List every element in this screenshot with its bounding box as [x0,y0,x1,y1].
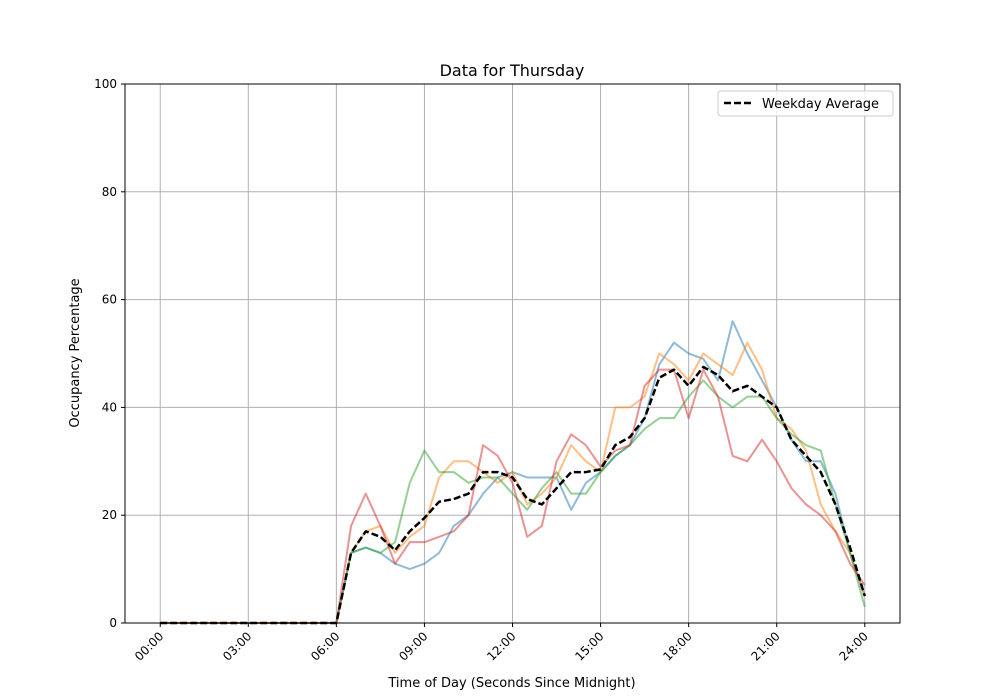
x-tick-label: 06:00 [308,629,342,663]
x-tick-label: 24:00 [837,629,871,663]
y-tick-label: 40 [102,400,117,414]
legend-label-weekday-average: Weekday Average [762,97,879,112]
series-line-4 [160,368,866,624]
x-tick-label: 00:00 [132,629,166,663]
y-tick-label: 20 [102,508,117,522]
x-tick-label: 12:00 [484,629,518,663]
grid [125,83,900,624]
x-tick-label: 09:00 [396,629,430,663]
y-axis-label: Occupancy Percentage [68,278,83,427]
x-axis-label: Time of Day (Seconds Since Midnight) [387,676,635,691]
y-tick-label: 80 [102,185,117,199]
x-tick-label: 21:00 [748,629,782,663]
axis-ticks: 00:00 03:00 06:00 09:00 12:00 15:00 18:00 21:00… [94,77,871,664]
series-line-1 [160,320,866,624]
series-lines [160,320,866,625]
x-tick-label: 15:00 [572,629,606,663]
x-tick-label: 03:00 [220,629,254,663]
series-line-3 [160,379,866,624]
series-line-weekday-average [160,365,866,625]
y-tick-label: 60 [102,293,117,307]
legend: Weekday Average [717,90,894,117]
series-line-2 [160,341,866,624]
y-tick-label: 0 [109,616,117,630]
x-tick-label: 18:00 [660,629,694,663]
y-tick-label: 100 [94,77,117,91]
legend-box [717,90,894,117]
chart-title: Data for Thursday [440,61,585,80]
